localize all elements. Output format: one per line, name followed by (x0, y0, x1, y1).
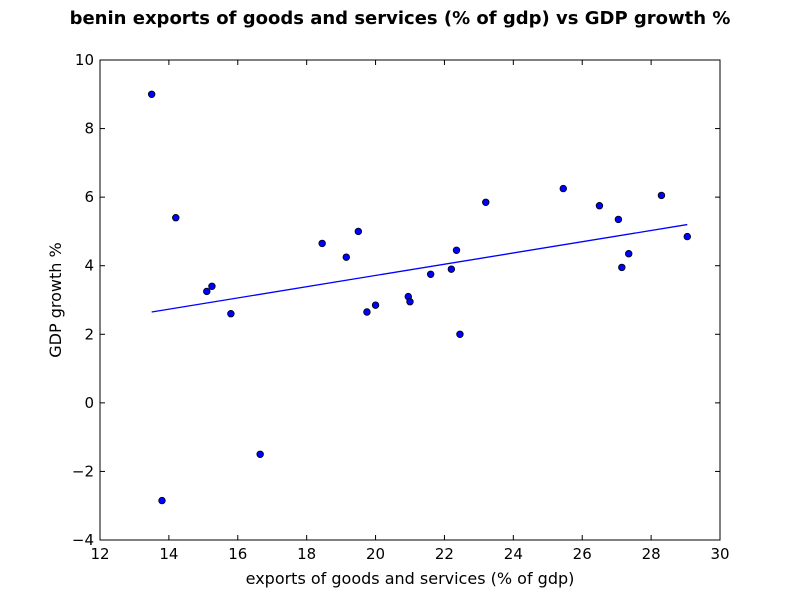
data-point (482, 198, 490, 206)
trendline (151, 223, 688, 313)
data-point (256, 450, 264, 458)
data-point (147, 90, 156, 98)
y-tick-label: 2 (84, 325, 94, 343)
data-point (227, 310, 235, 318)
chart-title: benin exports of goods and services (% o… (69, 8, 731, 29)
data-point (318, 239, 326, 248)
data-point (354, 227, 363, 236)
data-point (203, 287, 211, 296)
y-axis-label: GDP growth % (46, 242, 65, 357)
x-axis: 12 14 16 18 20 22 24 26 28 30 (90, 60, 730, 563)
y-tick-label: 6 (84, 188, 94, 206)
data-point (618, 263, 626, 272)
x-tick-label: 20 (366, 545, 385, 563)
y-tick-label: 10 (75, 51, 94, 69)
data-point (406, 298, 414, 306)
data-point (559, 184, 567, 193)
x-tick-label: 14 (159, 545, 178, 563)
data-point (208, 282, 216, 290)
data-point (683, 232, 691, 241)
x-tick-label: 12 (90, 545, 109, 563)
x-tick-label: 18 (297, 545, 316, 563)
data-point (426, 270, 435, 278)
data-point (447, 265, 456, 273)
data-point (657, 191, 666, 200)
plot-layer (147, 90, 691, 505)
plot-frame (99, 59, 721, 541)
data-point (158, 496, 166, 505)
data-point (452, 246, 461, 254)
data-point (342, 253, 350, 261)
y-axis: −4 −2 0 2 4 6 8 10 (72, 51, 720, 549)
x-tick-label: 30 (710, 545, 729, 563)
x-tick-label: 28 (642, 545, 661, 563)
x-tick-label: 16 (228, 545, 247, 563)
x-tick-label: 22 (435, 545, 454, 563)
data-point (625, 250, 633, 258)
data-point (614, 215, 623, 224)
x-tick-label: 26 (573, 545, 592, 563)
y-tick-label: 4 (84, 257, 94, 275)
x-tick-label: 24 (504, 545, 523, 563)
data-point (363, 308, 371, 316)
y-tick-label: −4 (72, 531, 94, 549)
x-axis-label: exports of goods and services (% of gdp) (246, 569, 575, 588)
y-tick-label: 8 (84, 120, 94, 138)
data-point (172, 214, 180, 222)
data-point (595, 202, 604, 210)
y-tick-label: −2 (72, 462, 94, 480)
data-point (371, 301, 380, 309)
data-point (456, 330, 464, 338)
y-tick-label: 0 (84, 394, 94, 412)
